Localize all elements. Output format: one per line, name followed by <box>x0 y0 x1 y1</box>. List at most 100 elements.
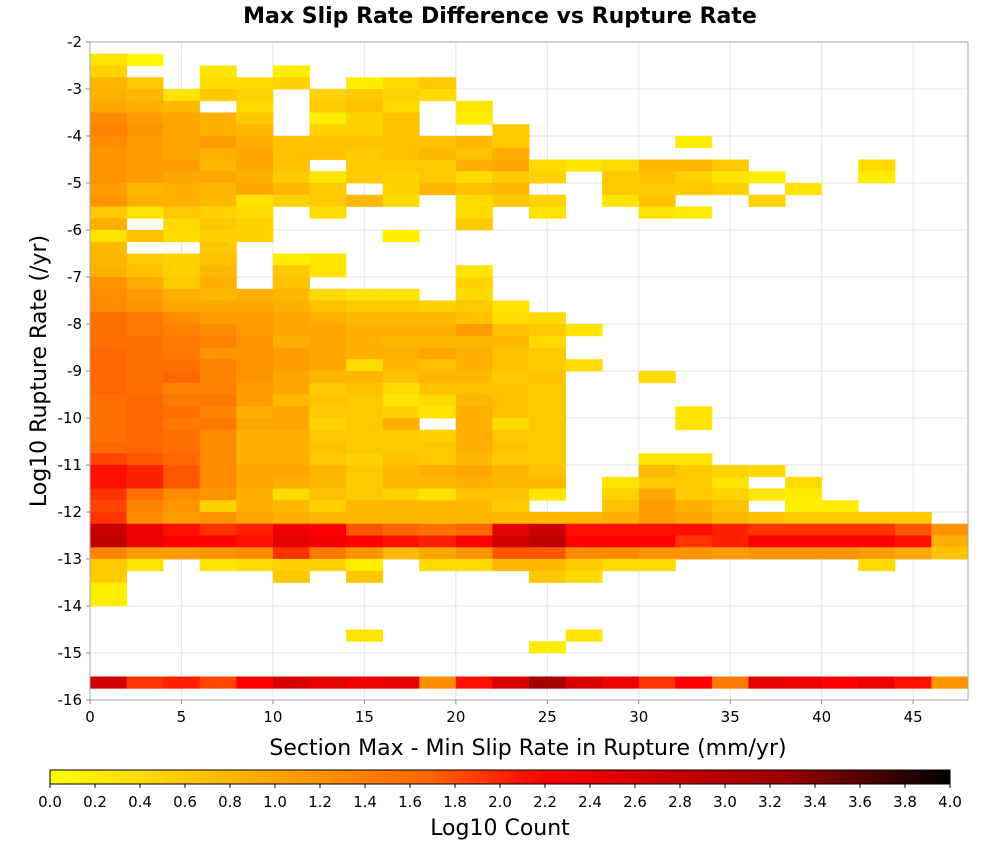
heatmap-cell-94 <box>199 171 237 184</box>
heatmap-cell-82 <box>455 159 493 172</box>
heatmap-cell-257 <box>529 347 566 360</box>
heatmap-cell-96 <box>272 171 310 184</box>
heatmap-cell-214 <box>419 312 457 325</box>
heatmap-cell-247 <box>163 347 201 360</box>
heatmap-cell-105 <box>638 171 676 184</box>
heatmap-cell-112 <box>163 183 201 196</box>
heatmap-cell-68 <box>346 147 384 160</box>
heatmap-cell-401 <box>236 476 274 489</box>
heatmap-cell-281 <box>419 371 457 384</box>
heatmap-cell-243 <box>492 335 530 348</box>
heatmap-cell-410 <box>602 476 640 489</box>
heatmap-cell-394 <box>675 465 713 478</box>
heatmap-cell-242 <box>455 335 493 348</box>
heatmap-cell-10 <box>346 77 384 90</box>
heatmap-cell-459 <box>346 512 384 525</box>
heatmap-cell-230 <box>529 324 566 337</box>
heatmap-cell-349 <box>455 429 493 442</box>
heatmap-cell-261 <box>199 359 237 372</box>
heatmap-cell-329 <box>199 418 237 431</box>
heatmap-cell-309 <box>455 394 493 407</box>
heatmap-cell-408 <box>492 476 530 489</box>
heatmap-cell-210 <box>272 312 310 325</box>
heatmap-cell-398 <box>126 476 164 489</box>
heatmap-cell-266 <box>382 359 420 372</box>
heatmap-cell-59 <box>492 136 530 149</box>
heatmap-cell-500 <box>126 535 164 548</box>
heatmap-cell-422 <box>346 488 384 501</box>
heatmap-cell-484 <box>419 523 457 536</box>
heatmap-cell-143 <box>163 206 201 219</box>
heatmap-cell-50 <box>163 136 201 149</box>
heatmap-cell-559 <box>602 559 640 572</box>
heatmap-cell-425 <box>455 488 493 501</box>
heatmap-cell-467 <box>638 512 676 525</box>
heatmap-cell-232 <box>90 335 127 348</box>
heatmap-cell-456 <box>236 512 274 525</box>
heatmap-cell-382 <box>163 465 201 478</box>
heatmap-cell-35 <box>309 112 347 125</box>
heatmap-cell-190 <box>346 288 384 301</box>
heatmap-cell-357 <box>272 441 310 454</box>
colorbar <box>49 769 951 785</box>
heatmap-cell-221 <box>199 324 237 337</box>
x-tick-label-4: 20 <box>446 708 465 726</box>
heatmap-cell-11 <box>382 77 420 90</box>
heatmap-cell-77 <box>236 159 274 172</box>
heatmap-cell-502 <box>199 535 237 548</box>
heatmap-cell-219 <box>126 324 164 337</box>
heatmap-cell-1 <box>126 53 164 66</box>
heatmap-cell-149 <box>638 206 676 219</box>
heatmap-cell-165 <box>126 253 164 266</box>
y-tick-label-6: -8 <box>67 315 82 333</box>
y-tick-label-3: -5 <box>67 174 82 192</box>
colorbar-tick-label-11: 2.2 <box>533 793 557 811</box>
heatmap-cell-76 <box>199 159 237 172</box>
heatmap-cell-429 <box>638 488 676 501</box>
y-axis-label: Log10 Rupture Rate (/yr) <box>27 235 52 507</box>
heatmap-cell-577 <box>272 676 310 689</box>
heatmap-cell-285 <box>638 371 676 384</box>
heatmap-cell-88 <box>675 159 713 172</box>
heatmap-cell-378 <box>638 453 676 466</box>
heatmap-cell-530 <box>346 547 384 560</box>
heatmap-cell-84 <box>529 159 566 172</box>
heatmap-cell-348 <box>419 429 457 442</box>
heatmap-cell-512 <box>565 535 603 548</box>
heatmap-cell-161 <box>382 230 420 243</box>
heatmap-cell-284 <box>529 371 566 384</box>
heatmap-cell-506 <box>346 535 384 548</box>
heatmap-cell-116 <box>309 183 347 196</box>
heatmap-cell-287 <box>126 382 164 395</box>
colorbar-tick-label-5: 1.0 <box>263 793 287 811</box>
heatmap-cell-400 <box>199 476 237 489</box>
heatmap-cell-24 <box>163 100 201 113</box>
heatmap-cell-6 <box>126 77 164 90</box>
heatmap-cell-256 <box>492 347 530 360</box>
heatmap-cell-225 <box>346 324 384 337</box>
heatmap-cell-39 <box>90 124 127 137</box>
colorbar-tick-label-6: 1.2 <box>308 793 332 811</box>
heatmap-cell-187 <box>236 288 274 301</box>
heatmap-cell-311 <box>529 394 566 407</box>
y-axis-ticks: -2 -3 -4 -5 -6 -7 -8 -9 -10 -11 -12 -13 -14 -15 -16 <box>58 33 90 709</box>
heatmap-cell-235 <box>199 335 237 348</box>
heatmap-cell-189 <box>309 288 347 301</box>
heatmap-cell-282 <box>455 371 493 384</box>
heatmap-cell-119 <box>455 183 493 196</box>
heatmap-cell-101 <box>455 171 493 184</box>
heatmap-cell-99 <box>382 171 420 184</box>
heatmap-cell-363 <box>492 441 530 454</box>
heatmap-cell-56 <box>382 136 420 149</box>
heatmap-cell-5 <box>90 77 127 90</box>
heatmap-cell-576 <box>236 676 274 689</box>
heatmap-cell-303 <box>236 394 274 407</box>
x-tick-label-2: 10 <box>263 708 282 726</box>
heatmap-cell-351 <box>529 429 566 442</box>
heatmap-cell-7 <box>199 77 237 90</box>
heatmap-cell-17 <box>236 89 274 102</box>
heatmap-cell-550 <box>236 559 274 572</box>
heatmap-cell-224 <box>309 324 347 337</box>
heatmap-cell-275 <box>199 371 237 384</box>
heatmap-cell-428 <box>602 488 640 501</box>
